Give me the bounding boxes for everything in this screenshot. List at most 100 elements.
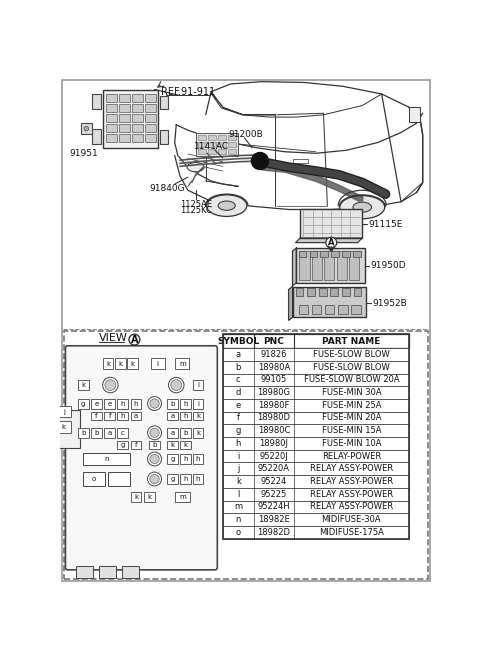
Text: 95224: 95224 — [261, 477, 287, 486]
Bar — [228, 135, 236, 140]
Text: l: l — [237, 490, 240, 498]
Text: i: i — [197, 382, 199, 388]
Text: k: k — [134, 495, 138, 500]
Text: 95220A: 95220A — [258, 464, 290, 474]
Bar — [192, 411, 204, 420]
Bar — [300, 251, 310, 280]
Bar — [167, 474, 178, 484]
Bar — [223, 488, 409, 500]
Text: b: b — [94, 430, 98, 436]
Text: g: g — [236, 426, 241, 435]
Text: REF.91-911: REF.91-911 — [161, 86, 215, 97]
Bar — [78, 428, 89, 438]
Text: 99105: 99105 — [261, 375, 287, 384]
Bar — [342, 288, 350, 296]
FancyBboxPatch shape — [65, 346, 217, 570]
Bar — [180, 454, 191, 464]
Bar — [108, 472, 130, 486]
Bar — [119, 114, 130, 122]
Bar — [228, 141, 236, 147]
Text: n: n — [236, 515, 241, 524]
Text: RELAY ASSY-POWER: RELAY ASSY-POWER — [310, 490, 393, 498]
Text: l: l — [156, 360, 159, 367]
Text: k: k — [183, 442, 188, 448]
Text: 18980D: 18980D — [257, 413, 290, 422]
Text: c: c — [121, 430, 125, 436]
Bar — [292, 159, 308, 163]
Text: k: k — [119, 360, 122, 367]
Text: FUSE-SLOW BLOW: FUSE-SLOW BLOW — [313, 363, 390, 371]
Text: h: h — [183, 476, 188, 482]
Polygon shape — [288, 286, 292, 320]
Text: h: h — [196, 476, 200, 482]
Bar — [223, 348, 409, 361]
Bar — [57, 421, 71, 433]
Bar — [103, 358, 113, 369]
Text: 95220J: 95220J — [260, 451, 288, 460]
Bar — [180, 474, 191, 484]
Bar — [292, 286, 366, 317]
Text: i: i — [237, 451, 240, 460]
Text: RELAY ASSY-POWER: RELAY ASSY-POWER — [310, 464, 393, 474]
Circle shape — [171, 380, 181, 390]
Text: VIEW: VIEW — [99, 333, 128, 343]
Bar — [409, 107, 420, 122]
Text: h: h — [236, 439, 241, 448]
Bar — [167, 454, 178, 464]
Ellipse shape — [218, 201, 235, 210]
Bar — [223, 475, 409, 488]
Circle shape — [147, 397, 162, 411]
Bar — [103, 90, 158, 148]
Bar — [325, 305, 335, 314]
Bar — [132, 114, 143, 122]
Bar — [167, 441, 178, 449]
Bar — [223, 334, 409, 538]
Text: b: b — [81, 430, 85, 436]
Bar — [208, 149, 216, 154]
Bar — [223, 424, 409, 437]
Text: k: k — [236, 477, 240, 486]
Text: m: m — [234, 502, 242, 512]
Text: g: g — [120, 442, 125, 448]
Text: k: k — [81, 382, 85, 388]
Bar — [119, 104, 130, 112]
Text: 18980G: 18980G — [257, 388, 290, 397]
Bar — [223, 437, 409, 450]
Bar — [310, 251, 317, 257]
Circle shape — [326, 237, 336, 248]
Bar — [342, 251, 350, 257]
Text: i: i — [197, 401, 199, 407]
Bar — [192, 474, 204, 484]
Bar — [131, 493, 142, 502]
Bar — [160, 96, 168, 109]
Bar — [192, 428, 204, 438]
Bar — [223, 411, 409, 424]
Bar — [78, 380, 89, 390]
Circle shape — [105, 380, 116, 390]
Bar — [92, 94, 101, 109]
Bar — [180, 428, 191, 438]
Bar — [336, 251, 347, 280]
Text: j: j — [63, 409, 65, 415]
Bar — [223, 500, 409, 514]
Bar — [349, 251, 359, 280]
Text: k: k — [106, 360, 110, 367]
Bar — [196, 132, 238, 156]
Text: 1125KC: 1125KC — [180, 206, 212, 215]
Text: FUSE-MIN 20A: FUSE-MIN 20A — [322, 413, 381, 422]
Bar — [115, 358, 126, 369]
Text: g: g — [170, 476, 175, 482]
Bar — [198, 149, 206, 154]
Bar — [167, 398, 178, 409]
Text: e: e — [94, 401, 98, 407]
Bar — [307, 288, 315, 296]
Text: 91200B: 91200B — [228, 130, 264, 140]
Polygon shape — [211, 93, 276, 115]
Bar — [192, 454, 204, 464]
Text: 91950D: 91950D — [371, 261, 407, 271]
Circle shape — [150, 428, 159, 438]
Bar — [299, 305, 308, 314]
Text: RELAY ASSY-POWER: RELAY ASSY-POWER — [310, 502, 393, 512]
Bar — [119, 124, 130, 132]
Bar — [208, 135, 216, 140]
